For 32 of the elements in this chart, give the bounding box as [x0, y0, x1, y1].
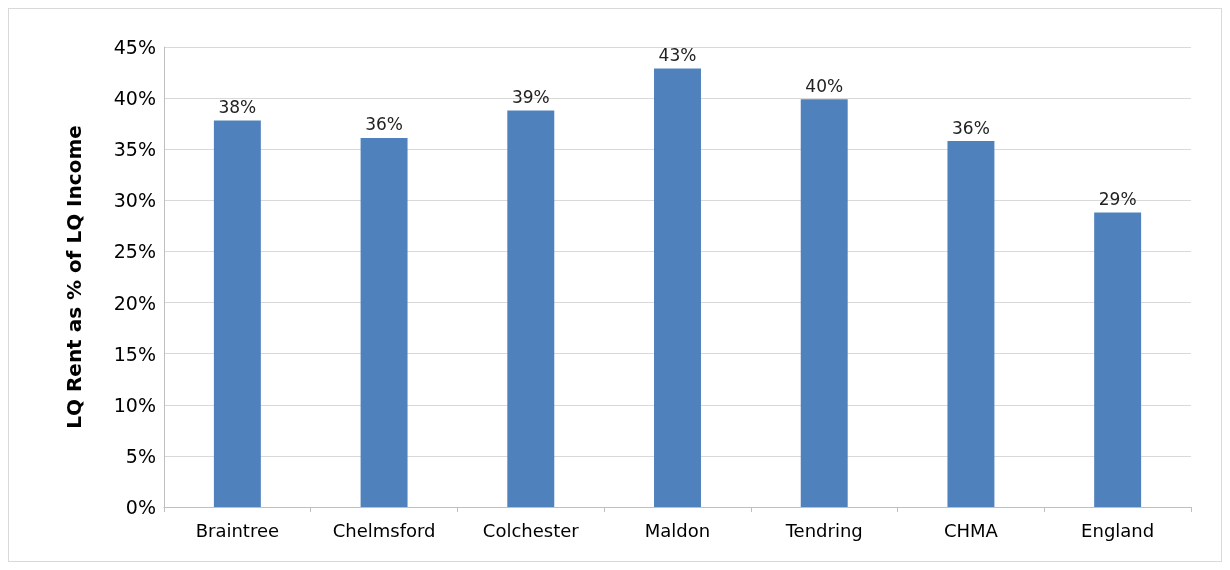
x-tick-label: Maldon	[644, 519, 711, 541]
y-tick-label: 0%	[125, 496, 156, 518]
x-tick-label: Tendring	[784, 519, 863, 541]
x-tick-label: Braintree	[195, 519, 280, 541]
data-label: 36%	[952, 117, 990, 138]
data-label: 29%	[1098, 189, 1137, 210]
y-tick-label: 30%	[113, 189, 156, 212]
y-tick-label: 20%	[113, 291, 156, 314]
bar	[800, 99, 848, 507]
x-tick-label: England	[1081, 519, 1155, 541]
y-tick-label: 35%	[113, 138, 156, 161]
data-label: 43%	[658, 44, 697, 65]
y-axis-title: LQ Rent as % of LQ Income	[62, 125, 86, 429]
y-tick-label: 45%	[113, 36, 156, 58]
bar	[947, 141, 995, 507]
data-label: 38%	[218, 97, 257, 118]
y-tick-label: 5%	[125, 444, 156, 467]
x-tick-label: CHMA	[943, 519, 999, 541]
data-label: 39%	[511, 86, 550, 107]
y-tick-label: 10%	[113, 393, 156, 416]
y-tick-label: 40%	[113, 87, 156, 110]
y-tick-label: 25%	[113, 240, 156, 263]
x-tick-label: Chelmsford	[332, 519, 436, 541]
bar	[507, 110, 555, 507]
data-label: 40%	[805, 75, 844, 96]
data-label: 36%	[365, 114, 403, 135]
bar	[360, 137, 408, 507]
bar	[1094, 212, 1142, 507]
x-tick-label: Colchester	[482, 519, 580, 541]
bar	[654, 68, 701, 507]
y-tick-label: 15%	[113, 342, 156, 365]
bar	[213, 120, 261, 507]
